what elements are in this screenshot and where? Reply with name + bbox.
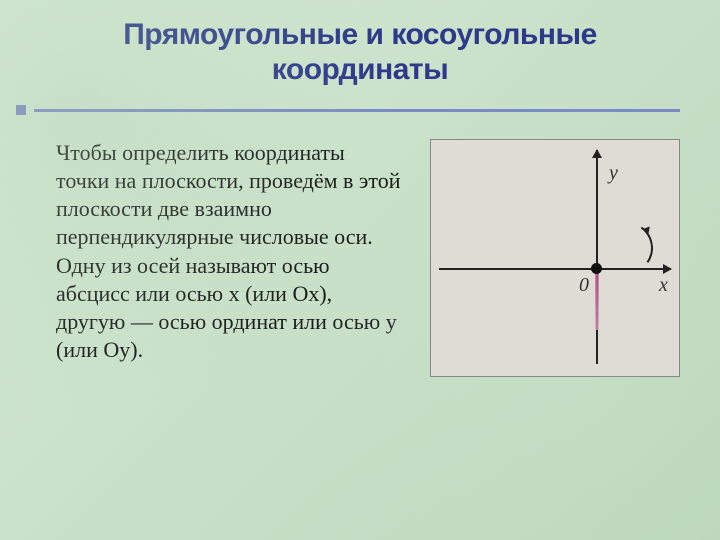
origin-point — [591, 263, 602, 274]
origin-label: 0 — [579, 274, 589, 297]
axis-highlight — [595, 268, 599, 330]
rule-bullet — [16, 105, 26, 115]
title-rule — [0, 105, 720, 115]
y-axis-label: y — [609, 162, 618, 185]
y-axis — [596, 150, 598, 364]
coordinate-axes-figure: y x 0 — [430, 139, 680, 377]
title-block: Прямоугольные и косоугольные координаты — [0, 0, 720, 99]
rule-line — [34, 109, 680, 112]
x-axis-label: x — [659, 274, 668, 297]
content-row: Чтобы определить координаты точки на пло… — [0, 115, 720, 397]
body-paragraph: Чтобы определить координаты точки на пло… — [56, 139, 402, 364]
slide-title: Прямоугольные и косоугольные координаты — [40, 18, 680, 87]
